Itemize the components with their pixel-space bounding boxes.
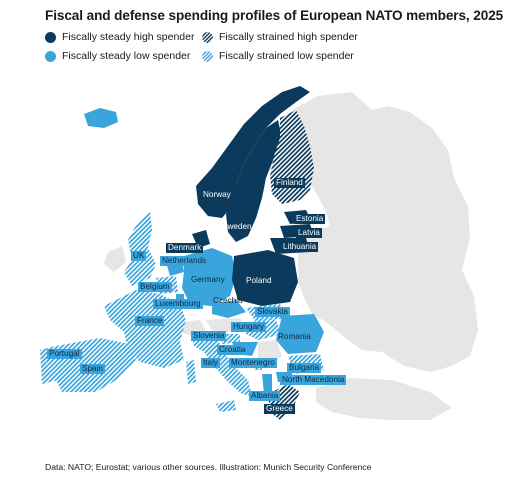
- label-germany: Germany: [191, 275, 225, 284]
- label-estonia: Estonia: [294, 214, 326, 224]
- label-italy: Italy: [201, 358, 221, 368]
- poland-shape: [232, 250, 298, 306]
- label-sweden: Sweden: [222, 222, 252, 231]
- label-bulgaria: Bulgaria: [287, 363, 322, 373]
- label-portugal: Portugal: [47, 349, 82, 359]
- label-montenegro: Montenegro: [229, 358, 277, 368]
- greece-shape: [268, 384, 300, 420]
- strained-high-swatch: [202, 31, 213, 43]
- legend-steady-high: Fiscally steady high spender: [45, 31, 195, 43]
- map-title: Fiscal and defense spending profiles of …: [45, 8, 504, 23]
- non-member-east: [298, 246, 380, 322]
- label-denmark: Denmark: [166, 243, 204, 253]
- legend-strained-high: Fiscally strained high spender: [202, 31, 358, 43]
- uk-shape: [124, 212, 156, 286]
- label-belgium: Belgium: [138, 282, 172, 292]
- label-latvia: Latvia: [296, 228, 322, 238]
- legend-steady-low: Fiscally steady low spender: [45, 50, 190, 62]
- label-spain: Spain: [80, 364, 105, 374]
- albania-shape: [262, 374, 272, 394]
- label-czechia: Czechia: [213, 296, 243, 305]
- label-uk: UK: [131, 251, 147, 261]
- steady-high-swatch: [45, 31, 56, 43]
- label-hungary: Hungary: [231, 322, 266, 332]
- label-slovenia: Slovenia: [191, 331, 227, 341]
- ireland-shape: [104, 246, 126, 272]
- iceland-shape: [84, 108, 118, 128]
- sicily-shape: [216, 400, 236, 412]
- legend-steady-high-label: Fiscally steady high spender: [62, 31, 195, 43]
- steady-low-swatch: [45, 50, 56, 62]
- label-norway: Norway: [203, 190, 231, 199]
- legend-strained-high-label: Fiscally strained high spender: [219, 31, 358, 43]
- czechia-shape: [212, 300, 246, 318]
- non-member-turkey: [316, 378, 452, 420]
- legend-steady-low-label: Fiscally steady low spender: [62, 50, 191, 62]
- source-note: Data: NATO; Eurostat; various other sour…: [45, 462, 372, 472]
- label-france: France: [135, 316, 165, 326]
- italy-shape: [192, 334, 252, 396]
- strained-low-swatch: [202, 50, 213, 62]
- label-slovakia: Slovakia: [255, 307, 290, 317]
- label-albania: Albania: [249, 391, 281, 401]
- label-poland: Poland: [246, 276, 272, 285]
- sardinia-shape: [186, 360, 196, 384]
- france-shape: [104, 290, 186, 368]
- label-north-macedonia: North Macedonia: [280, 375, 347, 385]
- label-romania: Romania: [278, 332, 311, 341]
- label-lithuania: Lithuania: [281, 242, 319, 252]
- legend-strained-low: Fiscally strained low spender: [202, 50, 354, 62]
- label-finland: Finland: [274, 178, 305, 188]
- sweden-shape: [226, 120, 282, 242]
- legend-strained-low-label: Fiscally strained low spender: [219, 50, 354, 62]
- label-netherlands: Netherlands: [160, 256, 209, 266]
- norway-shape: [196, 86, 310, 218]
- romania-shape: [276, 314, 324, 354]
- label-croatia: Croatia: [217, 345, 248, 355]
- label-luxembourg: Luxembourg: [153, 299, 203, 309]
- label-greece: Greece: [264, 404, 295, 414]
